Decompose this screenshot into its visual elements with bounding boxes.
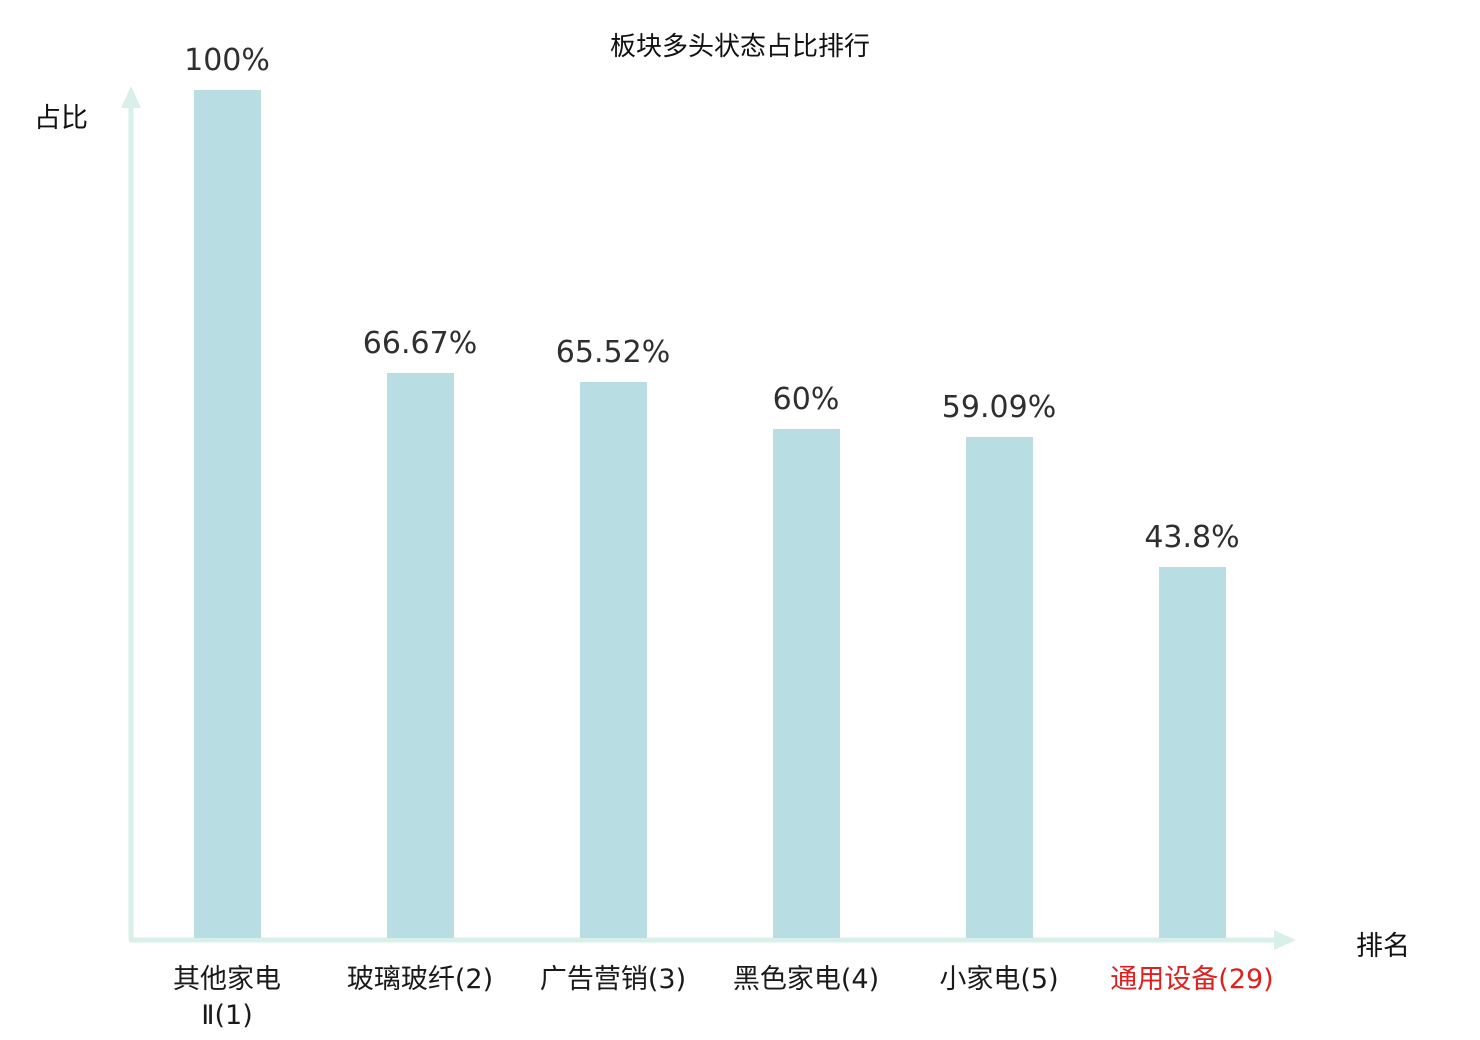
y-axis-label: 占比 — [34, 103, 88, 134]
x-tick-label: 小家电(5) — [939, 964, 1059, 995]
x-tick-label: 玻璃玻纤(2) — [346, 964, 494, 995]
x-axis-arrow-icon — [1274, 930, 1296, 950]
bar — [772, 429, 840, 938]
bar — [193, 90, 261, 938]
bar-value-label: 65.52% — [555, 335, 671, 370]
y-axis-arrow-icon — [121, 86, 141, 108]
bar-value-label: 100% — [184, 43, 270, 78]
bar — [386, 373, 454, 938]
bar-value-label: 59.09% — [941, 390, 1057, 425]
bar — [1158, 567, 1226, 938]
x-tick-label: 通用设备(29) — [1110, 964, 1274, 995]
x-tick-label: 广告营销(3) — [539, 964, 687, 995]
bar — [579, 382, 647, 938]
x-axis-label: 排名 — [1356, 931, 1410, 962]
x-tick-label: 其他家电 Ⅱ(1) — [173, 964, 281, 1032]
x-tick-label: 黑色家电(4) — [732, 964, 880, 995]
bar — [965, 437, 1033, 938]
bar-value-label: 60% — [772, 382, 840, 417]
bar-value-label: 43.8% — [1144, 520, 1240, 555]
bar-value-label: 66.67% — [362, 326, 478, 361]
chart-title: 板块多头状态占比排行 — [609, 32, 870, 62]
